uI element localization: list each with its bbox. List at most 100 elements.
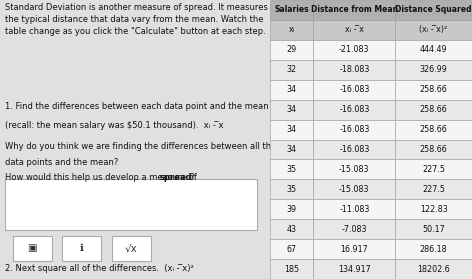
Bar <box>270 20 313 40</box>
Bar <box>313 120 395 140</box>
Text: (recall: the mean salary was $50.1 thousand).  xᵢ - ̅x: (recall: the mean salary was $50.1 thous… <box>5 121 223 130</box>
Text: 2. Next square all of the differences.  (xᵢ - ̅x)²: 2. Next square all of the differences. (… <box>5 264 194 273</box>
Text: -16.083: -16.083 <box>339 145 370 154</box>
Bar <box>313 20 395 40</box>
Text: Why do you think we are finding the differences between all the: Why do you think we are finding the diff… <box>5 142 276 151</box>
Text: Standard Deviation is another measure of spread. It measures
the typical distanc: Standard Deviation is another measure of… <box>5 3 268 36</box>
Text: -15.083: -15.083 <box>339 185 370 194</box>
Bar <box>395 159 472 179</box>
Bar <box>313 100 395 120</box>
Text: 258.66: 258.66 <box>420 145 447 154</box>
Bar <box>270 0 313 20</box>
Text: 39: 39 <box>287 205 297 214</box>
Text: 286.18: 286.18 <box>420 245 447 254</box>
Bar <box>270 100 313 120</box>
Text: -15.083: -15.083 <box>339 165 370 174</box>
Bar <box>313 80 395 100</box>
Bar <box>270 199 313 219</box>
Text: -21.083: -21.083 <box>339 45 370 54</box>
Text: 34: 34 <box>287 105 297 114</box>
Bar <box>313 199 395 219</box>
Text: Salaries: Salaries <box>274 6 309 15</box>
Bar <box>270 239 313 259</box>
Text: 18202.6: 18202.6 <box>417 264 450 273</box>
Text: 67: 67 <box>287 245 297 254</box>
Bar <box>313 40 395 60</box>
Text: -16.083: -16.083 <box>339 105 370 114</box>
Bar <box>395 60 472 80</box>
Bar <box>270 140 313 159</box>
Bar <box>313 140 395 159</box>
Text: -16.083: -16.083 <box>339 125 370 134</box>
Bar <box>395 179 472 199</box>
Text: -11.083: -11.083 <box>339 205 370 214</box>
Text: 35: 35 <box>287 165 297 174</box>
Bar <box>395 199 472 219</box>
Bar <box>395 100 472 120</box>
Bar <box>13 236 51 261</box>
Bar <box>395 239 472 259</box>
Text: 50.17: 50.17 <box>422 225 445 234</box>
Text: (xᵢ - ̅x)²: (xᵢ - ̅x)² <box>420 25 448 34</box>
Text: 122.83: 122.83 <box>420 205 447 214</box>
Text: ?: ? <box>189 173 194 182</box>
Bar <box>313 239 395 259</box>
Text: 326.99: 326.99 <box>420 65 447 74</box>
Bar <box>313 259 395 279</box>
Bar <box>270 80 313 100</box>
Text: -16.083: -16.083 <box>339 85 370 94</box>
Bar <box>313 60 395 80</box>
Text: data points and the mean?: data points and the mean? <box>5 158 118 167</box>
Text: 32: 32 <box>287 65 297 74</box>
Bar <box>270 40 313 60</box>
Bar <box>395 120 472 140</box>
Text: How would this help us develop a measure of: How would this help us develop a measure… <box>5 173 199 182</box>
Text: 134.917: 134.917 <box>338 264 371 273</box>
Text: 43: 43 <box>287 225 297 234</box>
Bar <box>270 259 313 279</box>
Text: 444.49: 444.49 <box>420 45 447 54</box>
Text: ▣: ▣ <box>27 243 37 253</box>
Text: -18.083: -18.083 <box>339 65 370 74</box>
Bar <box>111 236 151 261</box>
Bar <box>395 0 472 20</box>
Text: 35: 35 <box>287 185 297 194</box>
Text: 29: 29 <box>287 45 297 54</box>
Text: 258.66: 258.66 <box>420 85 447 94</box>
Bar <box>395 80 472 100</box>
Text: 258.66: 258.66 <box>420 125 447 134</box>
Bar <box>313 179 395 199</box>
Text: 227.5: 227.5 <box>422 185 445 194</box>
Text: 1. Find the differences between each data point and the mean: 1. Find the differences between each dat… <box>5 102 269 111</box>
Text: √x: √x <box>125 243 137 253</box>
Bar <box>270 120 313 140</box>
Bar <box>313 0 395 20</box>
Bar <box>270 159 313 179</box>
Bar <box>270 219 313 239</box>
Text: 258.66: 258.66 <box>420 105 447 114</box>
Bar <box>395 40 472 60</box>
Text: Distance Squared: Distance Squared <box>396 6 472 15</box>
Text: 34: 34 <box>287 85 297 94</box>
Bar <box>395 140 472 159</box>
Text: ℹ: ℹ <box>80 243 84 253</box>
Bar <box>270 179 313 199</box>
Bar <box>395 259 472 279</box>
Text: Distance from Mean: Distance from Mean <box>311 6 398 15</box>
Bar <box>313 219 395 239</box>
Bar <box>395 20 472 40</box>
Bar <box>395 219 472 239</box>
Text: 16.917: 16.917 <box>340 245 368 254</box>
Text: xᵢ - ̅x: xᵢ - ̅x <box>345 25 364 34</box>
Text: 34: 34 <box>287 125 297 134</box>
Text: 185: 185 <box>284 264 299 273</box>
Bar <box>62 236 101 261</box>
Bar <box>270 60 313 80</box>
Bar <box>5 179 257 230</box>
Text: 34: 34 <box>287 145 297 154</box>
Bar <box>313 159 395 179</box>
Text: spread: spread <box>160 173 192 182</box>
Text: 227.5: 227.5 <box>422 165 445 174</box>
Text: xᵢ: xᵢ <box>288 25 295 34</box>
Text: -7.083: -7.083 <box>342 225 367 234</box>
